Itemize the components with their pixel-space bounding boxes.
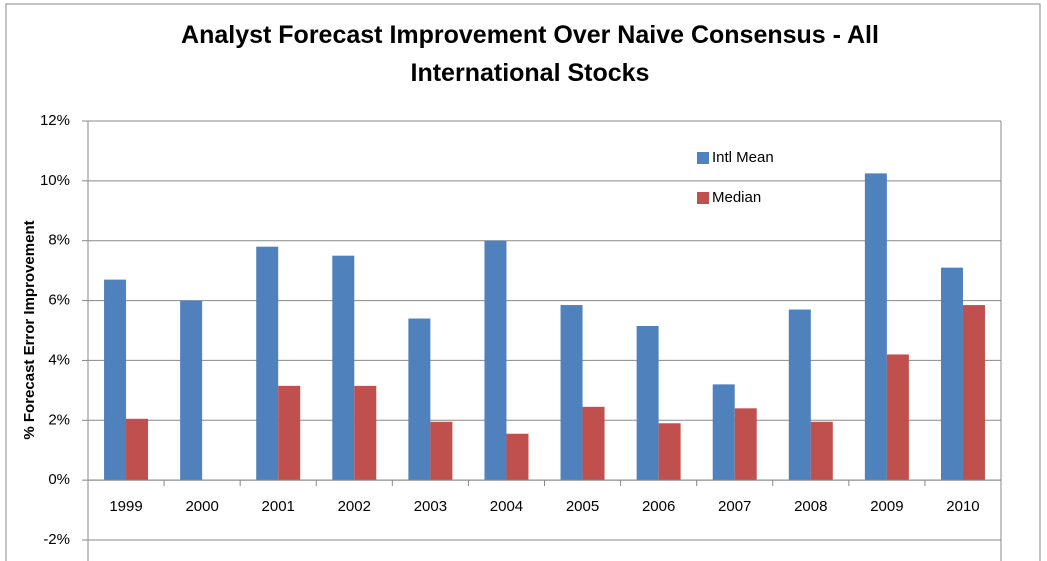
legend-label: Intl Mean (712, 149, 774, 166)
x-tick-label: 2010 (946, 498, 979, 515)
bar (712, 384, 735, 481)
y-axis-label: % Forecast Error Improvement (21, 220, 38, 439)
x-tick-label: 2002 (338, 498, 371, 515)
legend-label: Median (712, 189, 761, 206)
x-tick-label: 2009 (870, 498, 903, 515)
bar (256, 246, 279, 481)
x-tick-label: 2005 (566, 498, 599, 515)
y-tick-label: 4% (48, 351, 70, 368)
x-tick-label: 2004 (490, 498, 523, 515)
bar (506, 433, 529, 481)
bar (278, 385, 301, 481)
bar (408, 318, 431, 481)
bar (810, 421, 833, 481)
bar (940, 267, 963, 481)
bar (354, 385, 377, 481)
x-tick-label: 1999 (109, 498, 142, 515)
bar (734, 408, 757, 481)
bar (560, 305, 583, 481)
y-tick-label: 8% (48, 232, 70, 249)
y-tick-label: 2% (48, 411, 70, 428)
bar (430, 421, 453, 481)
chart-border (5, 3, 1041, 561)
bar (126, 418, 149, 481)
bar (582, 406, 605, 481)
x-tick-label: 2003 (414, 498, 447, 515)
bar (104, 279, 127, 481)
bar (962, 305, 985, 481)
y-tick-label: 0% (48, 471, 70, 488)
x-tick-label: 2008 (794, 498, 827, 515)
x-tick-label: 2000 (185, 498, 218, 515)
x-tick-label: 2007 (718, 498, 751, 515)
y-tick-label: 6% (48, 292, 70, 309)
chart-title: Analyst Forecast Improvement Over Naive … (181, 21, 879, 87)
y-tick-label: -2% (43, 531, 70, 548)
legend-swatch (697, 152, 709, 164)
legend-swatch (697, 192, 709, 204)
bar (864, 173, 887, 481)
bar (636, 326, 659, 481)
bar (658, 423, 681, 481)
y-tick-label: 10% (40, 172, 70, 189)
bar (484, 240, 507, 481)
bar (180, 300, 203, 481)
bar (886, 354, 909, 481)
x-tick-label: 2001 (262, 498, 295, 515)
bar (332, 255, 355, 481)
x-tick-label: 2006 (642, 498, 675, 515)
bar (788, 309, 811, 481)
y-tick-label: 12% (40, 112, 70, 129)
